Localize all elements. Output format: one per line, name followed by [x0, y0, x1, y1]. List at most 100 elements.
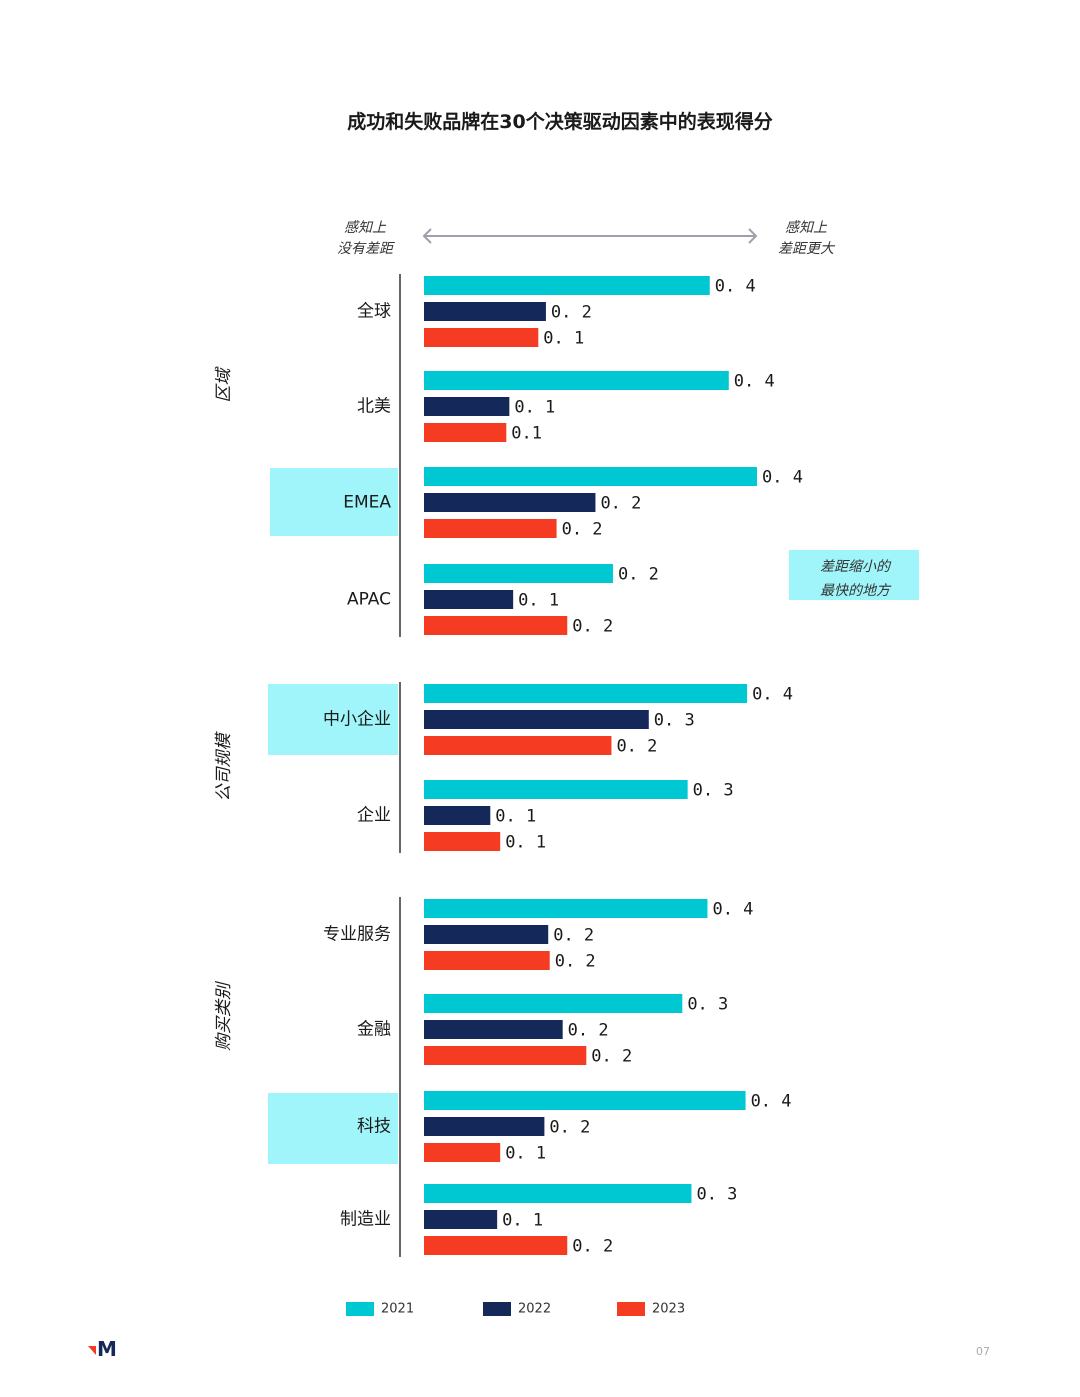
category-label: EMEA	[343, 493, 391, 513]
bar-2022	[424, 590, 514, 609]
bar-2021	[424, 371, 729, 390]
bar-2021	[424, 467, 757, 486]
bar-2023	[424, 423, 507, 442]
value-label: 0. 1	[543, 329, 584, 349]
bar-2022	[424, 1117, 545, 1136]
bar-2023	[424, 832, 501, 851]
bar-2021	[424, 564, 613, 583]
category-label: 金融	[357, 1020, 391, 1040]
bar-2023	[424, 951, 550, 970]
value-label: 0. 2	[555, 952, 596, 972]
bar-2021	[424, 899, 708, 918]
double-arrow-icon	[422, 228, 758, 244]
bar-2021	[424, 994, 683, 1013]
callout-box: 差距缩小的 最快的地方	[789, 550, 919, 600]
value-label: 0. 2	[572, 1237, 613, 1257]
chart-title: 成功和失败品牌在30个决策驱动因素中的表现得分	[347, 110, 772, 133]
value-label: 0. 2	[618, 565, 659, 585]
value-label: 0. 4	[762, 468, 803, 488]
value-label: 0. 4	[751, 1092, 792, 1112]
value-label: 0. 2	[551, 303, 592, 323]
value-label: 0. 3	[693, 781, 734, 801]
value-label: 0. 3	[654, 711, 695, 731]
left-note-line1: 感知上	[344, 220, 387, 236]
category-label: 制造业	[340, 1210, 391, 1230]
value-label: 0. 3	[696, 1185, 737, 1205]
bar-2021	[424, 276, 710, 295]
bar-2023	[424, 616, 568, 635]
legend-swatch-2023	[617, 1302, 645, 1316]
right-note-line1: 感知上	[785, 220, 828, 236]
page-number: 07	[976, 1345, 990, 1358]
callout-line1: 差距缩小的	[820, 559, 892, 575]
logo-mark: M	[97, 1337, 117, 1361]
value-label: 0. 1	[495, 807, 536, 827]
category-label: 全球	[357, 302, 391, 322]
bar-2023	[424, 1236, 568, 1255]
value-label: 0. 2	[562, 520, 603, 540]
category-label: 北美	[357, 397, 391, 417]
bar-2022	[424, 1210, 498, 1229]
bar-2022	[424, 1020, 563, 1039]
value-label: 0. 4	[734, 372, 775, 392]
category-label: APAC	[347, 590, 391, 610]
value-label: 0.1	[511, 424, 542, 444]
category-highlights	[268, 468, 398, 1164]
value-label: 0. 2	[591, 1047, 632, 1067]
value-label: 0. 2	[600, 494, 641, 514]
value-label: 0. 1	[505, 1144, 546, 1164]
category-highlight	[268, 1093, 398, 1164]
bar-2021	[424, 1091, 746, 1110]
value-label: 0. 1	[505, 833, 546, 853]
bar-2023	[424, 1046, 587, 1065]
legend-label: 2022	[518, 1302, 551, 1317]
bar-2023	[424, 328, 539, 347]
value-label: 0. 1	[502, 1211, 543, 1231]
legend-label: 2021	[381, 1302, 414, 1317]
category-highlight	[268, 684, 398, 755]
value-label: 0. 2	[572, 617, 613, 637]
category-label: 专业服务	[323, 925, 391, 945]
category-label: 科技	[357, 1117, 391, 1137]
value-label: 0. 1	[514, 398, 555, 418]
bar-2022	[424, 397, 510, 416]
value-label: 0. 2	[553, 926, 594, 946]
legend-swatch-2021	[346, 1302, 374, 1316]
value-label: 0. 3	[687, 995, 728, 1015]
bar-2021	[424, 684, 748, 703]
logo: M	[88, 1337, 117, 1361]
group-label: 购买类别	[214, 980, 234, 1051]
bar-2021	[424, 780, 688, 799]
legend: 2021 2022 2023	[346, 1302, 685, 1317]
value-label: 0. 2	[549, 1118, 590, 1138]
bar-2023	[424, 1143, 501, 1162]
bar-2022	[424, 806, 491, 825]
group-label: 区域	[214, 366, 234, 403]
bars	[424, 276, 757, 1255]
value-label: 0. 4	[752, 685, 793, 705]
value-label: 0. 2	[568, 1021, 609, 1041]
category-highlight	[270, 468, 398, 536]
bar-2021	[424, 1184, 692, 1203]
bar-2022	[424, 493, 596, 512]
value-label: 0. 4	[715, 277, 756, 297]
right-note-line2: 差距更大	[778, 241, 836, 257]
scale-annotations: 感知上 没有差距 感知上 差距更大	[337, 220, 836, 257]
value-label: 0. 1	[518, 591, 559, 611]
bar-2022	[424, 925, 549, 944]
value-label: 0. 2	[616, 737, 657, 757]
category-label: 中小企业	[323, 710, 391, 730]
bar-2022	[424, 302, 546, 321]
legend-swatch-2022	[483, 1302, 511, 1316]
callout-line2: 最快的地方	[820, 583, 892, 599]
value-label: 0. 4	[712, 900, 753, 920]
value-labels: 0. 40. 20. 10. 40. 10.10. 40. 20. 20. 20…	[495, 277, 803, 1257]
bar-2023	[424, 736, 612, 755]
category-label: 企业	[357, 806, 391, 826]
legend-label: 2023	[652, 1302, 685, 1317]
bar-2023	[424, 519, 557, 538]
group-label: 公司规模	[214, 731, 234, 802]
